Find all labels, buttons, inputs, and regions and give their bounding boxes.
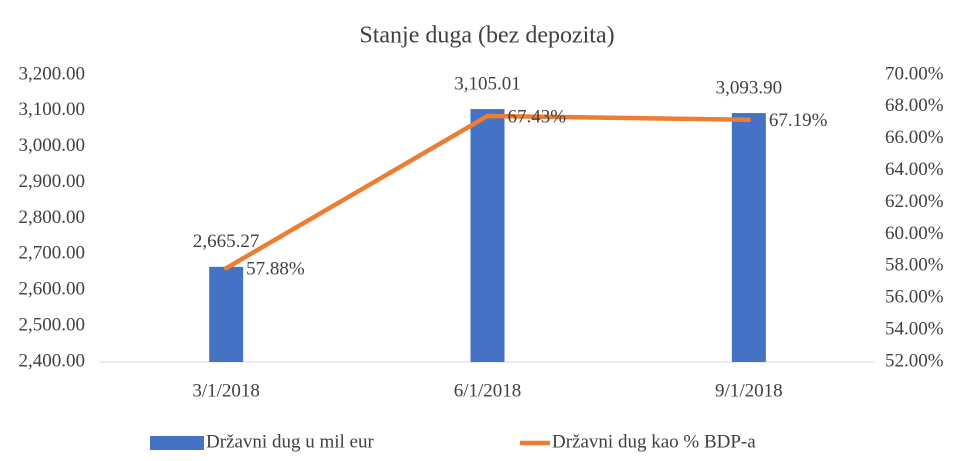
y2-tick-label: 70.00% xyxy=(885,63,944,84)
bar-value-label: 3,105.01 xyxy=(454,73,521,94)
y2-tick-label: 52.00% xyxy=(885,350,944,371)
bar-value-label: 2,665.27 xyxy=(193,231,260,252)
line-value-label: 67.43% xyxy=(508,106,567,127)
bar xyxy=(731,113,766,362)
bar-value-label: 3,093.90 xyxy=(716,77,783,98)
x-tick-label: 9/1/2018 xyxy=(715,380,783,401)
y-tick-label: 2,900.00 xyxy=(19,171,86,192)
y2-tick-label: 58.00% xyxy=(885,255,944,276)
legend-label: Državni dug kao % BDP-a xyxy=(552,431,756,452)
line xyxy=(223,113,752,271)
y2-tick-label: 66.00% xyxy=(885,127,944,148)
x-tick-label: 6/1/2018 xyxy=(454,380,522,401)
x-tick-label: 3/1/2018 xyxy=(192,380,260,401)
y2-tick-label: 68.00% xyxy=(885,95,944,116)
legend-label: Državni dug u mil eur xyxy=(206,431,374,452)
y2-tick-label: 60.00% xyxy=(885,223,944,244)
line-value-label: 67.19% xyxy=(769,110,828,131)
y-tick-label: 3,100.00 xyxy=(19,99,86,120)
y-tick-label: 3,200.00 xyxy=(19,63,86,84)
y-tick-label: 2,500.00 xyxy=(19,314,86,335)
y2-tick-label: 56.00% xyxy=(885,287,944,308)
y-tick-label: 2,700.00 xyxy=(19,243,86,264)
chart-title: Stanje duga (bez depozita) xyxy=(359,23,614,49)
y2-tick-label: 62.00% xyxy=(885,191,944,212)
y-tick-label: 2,400.00 xyxy=(19,350,86,371)
y2-tick-label: 64.00% xyxy=(885,159,944,180)
y2-tick-label: 54.00% xyxy=(885,318,944,339)
line-value-label: 57.88% xyxy=(246,259,305,280)
legend-swatch xyxy=(150,436,204,450)
y-tick-label: 2,600.00 xyxy=(19,279,86,300)
y-tick-label: 3,000.00 xyxy=(19,135,86,156)
y-tick-label: 2,800.00 xyxy=(19,207,86,228)
bar xyxy=(209,266,244,362)
bar xyxy=(470,109,505,362)
